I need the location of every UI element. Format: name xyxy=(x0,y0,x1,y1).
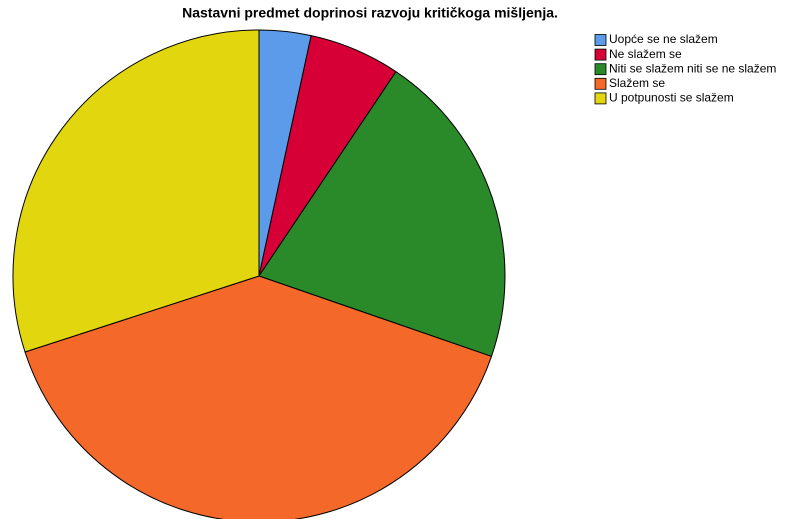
legend-label: Niti se slažem niti se ne slažem xyxy=(609,61,776,75)
chart-title: Nastavni predmet doprinosi razvoju kriti… xyxy=(182,5,558,21)
legend-swatch xyxy=(594,77,607,90)
legend-swatch xyxy=(594,63,607,76)
legend-swatch xyxy=(594,92,607,105)
pie-slice xyxy=(24,275,493,519)
legend-swatch xyxy=(594,48,607,61)
legend-label: Slažem se xyxy=(609,76,665,90)
legend-label: Uopće se ne slažem xyxy=(609,32,718,46)
pie-slice xyxy=(258,70,506,358)
pie-slice xyxy=(12,29,260,353)
legend-label: Ne slažem se xyxy=(609,47,682,61)
legend-label: U potpunosti se slažem xyxy=(609,91,734,105)
legend-swatch xyxy=(594,34,607,46)
